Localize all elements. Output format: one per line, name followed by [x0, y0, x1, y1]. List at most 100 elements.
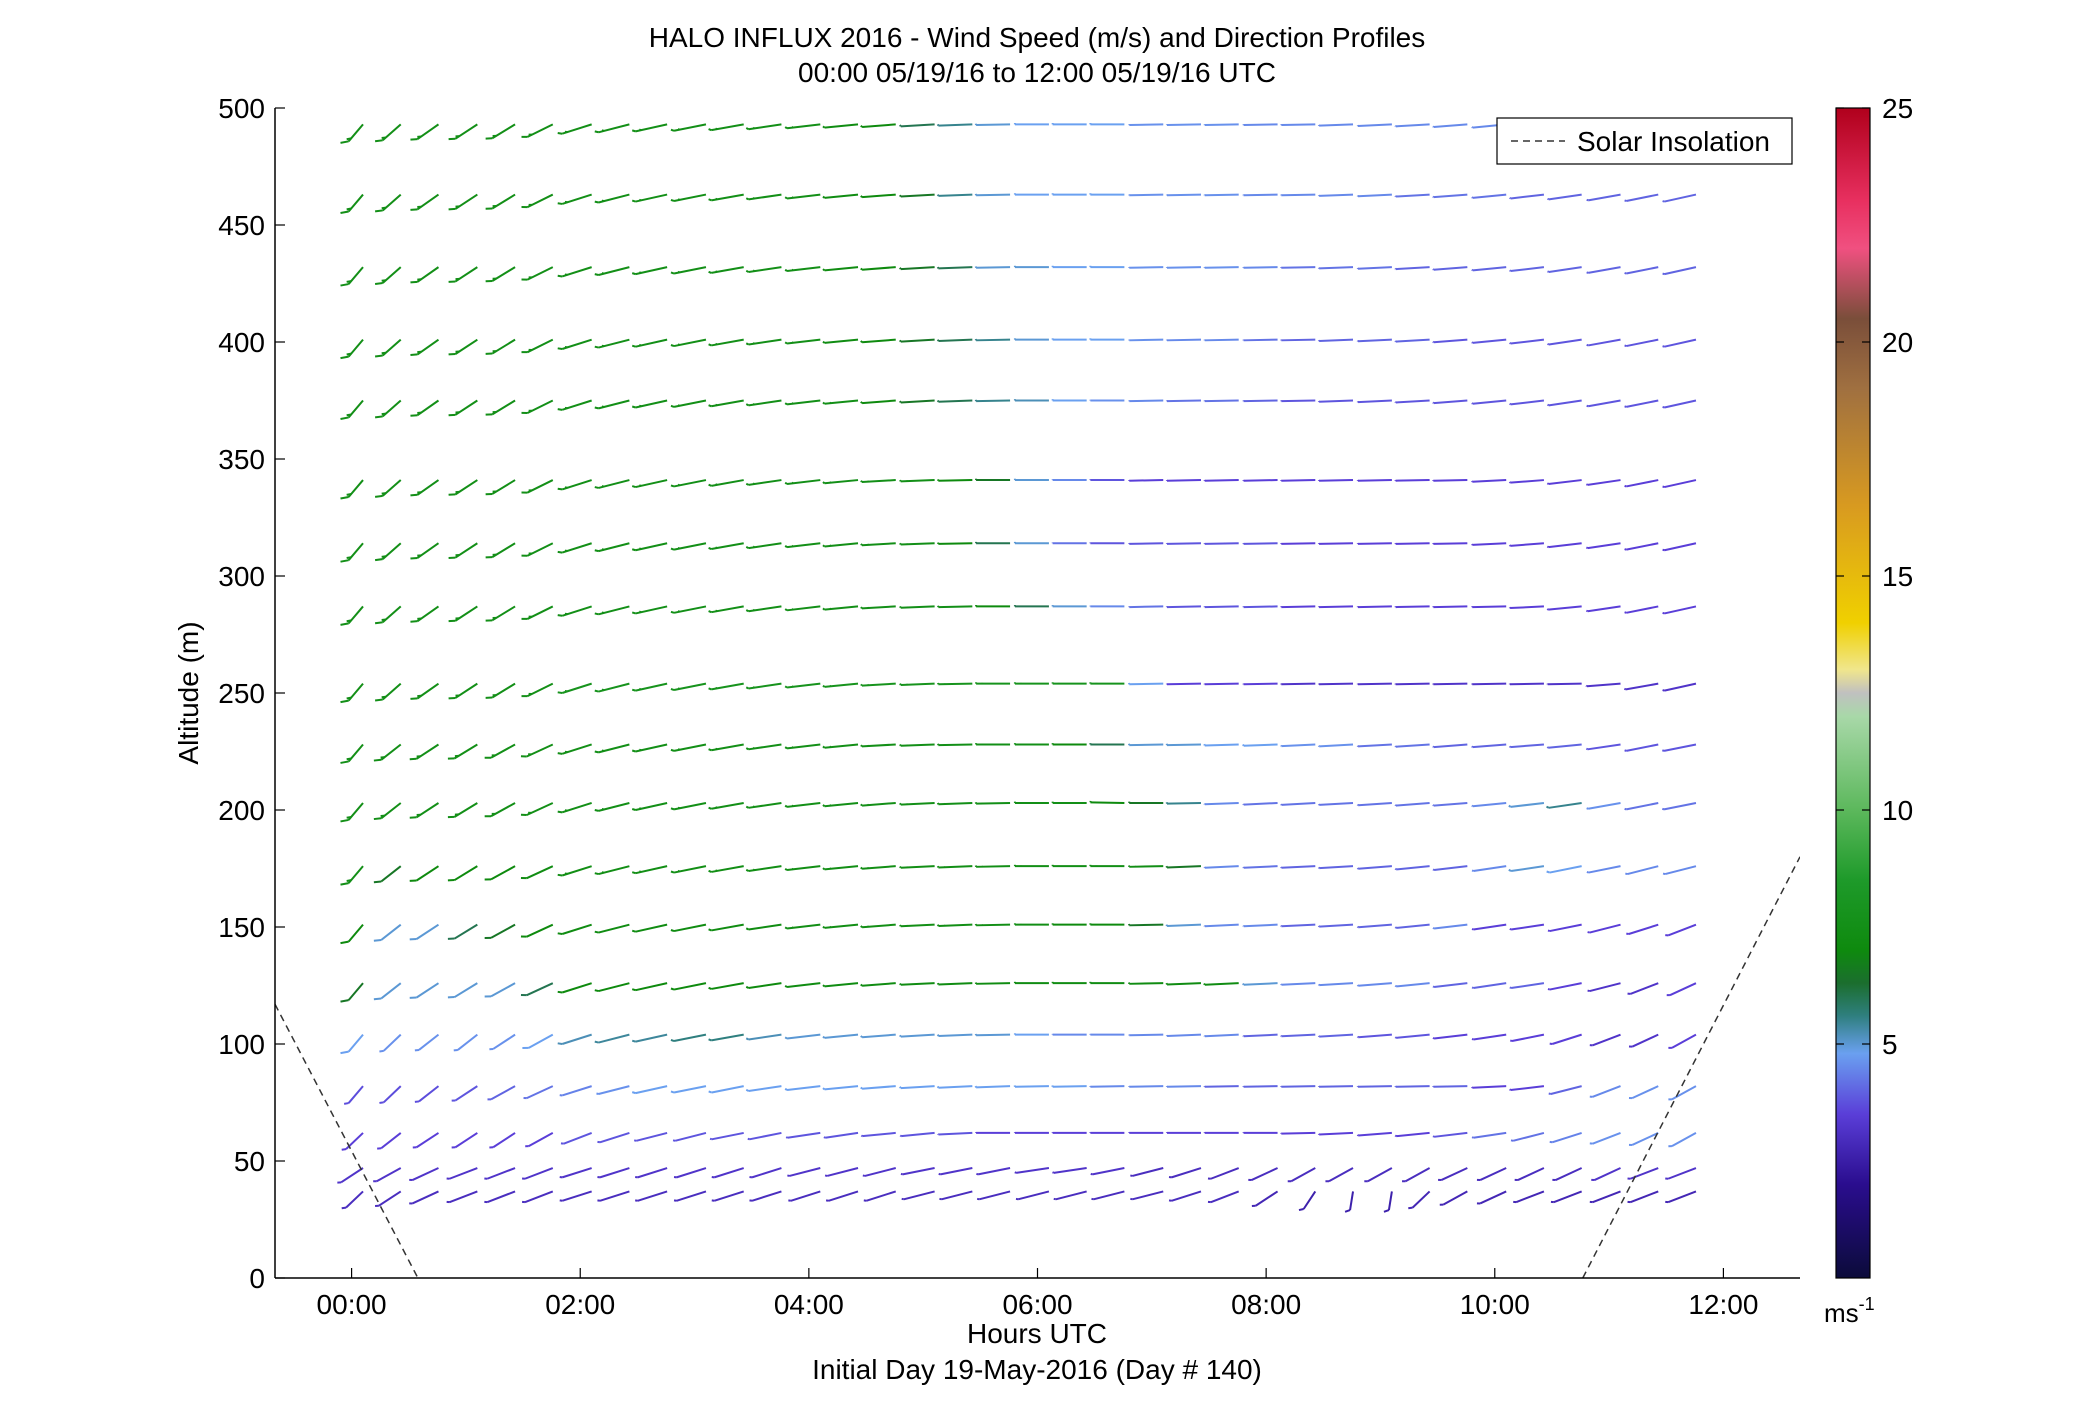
barb-feather: [677, 483, 680, 487]
barb-shaft: [861, 1033, 896, 1039]
wind-barb: [1585, 682, 1621, 688]
wind-barb: [1394, 399, 1430, 404]
barb-shaft: [1663, 743, 1697, 752]
wind-barb: [1627, 1190, 1659, 1204]
barb-feather: [381, 279, 387, 282]
wind-barb: [521, 193, 554, 209]
wind-barb: [863, 1190, 897, 1202]
barb-feather: [379, 1049, 384, 1053]
barb-feather: [752, 746, 755, 750]
wind-barb: [745, 399, 782, 407]
barb-feather: [866, 683, 869, 686]
wind-barb: [1165, 923, 1202, 927]
wind-barb: [340, 542, 364, 563]
barb-shaft: [1387, 1191, 1393, 1211]
barb-shaft: [490, 923, 516, 939]
wind-barb: [1432, 682, 1468, 686]
barb-shaft: [454, 982, 478, 998]
wind-barb: [708, 801, 744, 810]
wind-barb: [1165, 1131, 1201, 1134]
wind-barb: [1280, 865, 1316, 869]
barb-feather: [936, 802, 940, 805]
barb-shaft: [1549, 982, 1582, 991]
wind-barb: [1547, 266, 1582, 273]
barb-shaft: [1281, 479, 1316, 482]
wind-barb: [1203, 743, 1239, 747]
wind-barb: [899, 865, 935, 869]
barb-feather: [1586, 271, 1589, 274]
wind-barb: [596, 1085, 630, 1095]
barb-shaft: [1281, 1085, 1316, 1088]
barb-feather: [557, 1042, 563, 1045]
barb-feather: [1471, 1136, 1474, 1139]
barb-shaft: [1664, 266, 1697, 276]
barb-feather: [1623, 687, 1627, 691]
barb-feather: [1585, 546, 1589, 549]
wind-barb: [1015, 1190, 1050, 1201]
y-tick-label: 500: [218, 93, 265, 124]
wind-barb: [1586, 865, 1621, 874]
barb-feather: [557, 691, 563, 694]
wind-barb: [594, 479, 630, 489]
wind-barb: [521, 1190, 554, 1204]
wind-barb: [899, 1033, 935, 1038]
barb-feather: [1624, 405, 1627, 408]
wind-barb: [1432, 1131, 1468, 1138]
wind-barb: [597, 1190, 630, 1202]
barb-shaft: [1631, 1132, 1659, 1146]
wind-barb: [670, 193, 707, 202]
barb-feather: [936, 339, 940, 342]
barb-shaft: [1281, 123, 1316, 127]
wind-barb: [1508, 743, 1545, 749]
barb-feather: [784, 984, 788, 988]
wind-barb: [410, 542, 440, 560]
barb-feather: [677, 198, 680, 201]
barb-shaft: [486, 1190, 516, 1204]
barb-feather: [1624, 199, 1627, 202]
wind-barb: [1432, 399, 1468, 405]
barb-feather: [1624, 611, 1627, 614]
wind-barb: [708, 1033, 744, 1042]
wind-barb: [1013, 864, 1049, 868]
barb-feather: [822, 481, 826, 485]
wind-barb: [1013, 1085, 1049, 1088]
barb-shaft: [1588, 801, 1621, 810]
wind-barb: [1394, 1033, 1430, 1039]
barb-shaft: [454, 923, 478, 940]
barb-feather: [1317, 983, 1321, 986]
wind-barb: [784, 801, 821, 808]
barb-shaft: [1210, 1190, 1240, 1204]
barb-feather: [708, 869, 712, 873]
wind-barb: [1550, 1190, 1583, 1204]
barb-feather: [346, 352, 352, 356]
barb-shaft: [457, 1033, 478, 1051]
wind-barb: [520, 982, 554, 997]
barb-shaft: [1396, 1033, 1430, 1039]
wind-barb: [375, 1190, 402, 1207]
barb-feather: [1508, 544, 1511, 547]
wind-barb: [937, 743, 973, 747]
x-axis-sublabel: Initial Day 19-May-2016 (Day # 140): [812, 1354, 1262, 1385]
wind-barb: [448, 605, 478, 623]
barb-feather: [860, 744, 863, 748]
barb-feather: [631, 988, 636, 992]
barb-shaft: [1319, 923, 1354, 928]
wind-barb: [1471, 923, 1507, 931]
barb-shaft: [1669, 982, 1697, 997]
barb-feather: [752, 545, 755, 549]
barb-shaft: [1166, 399, 1201, 403]
wind-barb: [1547, 923, 1582, 933]
barb-shaft: [786, 1085, 821, 1092]
wind-barb: [1013, 605, 1049, 608]
barb-shaft: [486, 1167, 516, 1180]
wind-barb: [557, 982, 592, 994]
barb-feather: [866, 744, 869, 747]
wind-barb: [373, 802, 402, 821]
wind-barb: [974, 801, 1011, 805]
wind-barb: [521, 266, 554, 281]
barb-feather: [638, 748, 642, 752]
wind-barb: [670, 542, 707, 551]
barb-shaft: [637, 1190, 668, 1202]
barb-shaft: [976, 193, 1011, 197]
wind-barb: [749, 1167, 782, 1179]
